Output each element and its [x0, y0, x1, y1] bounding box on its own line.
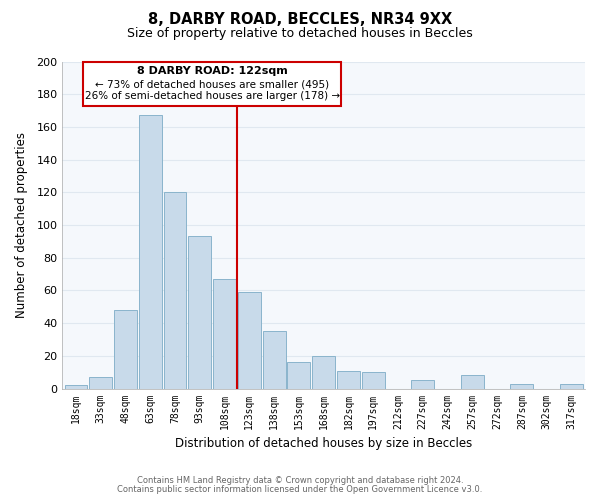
X-axis label: Distribution of detached houses by size in Beccles: Distribution of detached houses by size …: [175, 437, 472, 450]
Bar: [362, 372, 385, 388]
Y-axis label: Number of detached properties: Number of detached properties: [15, 132, 28, 318]
Bar: [89, 377, 112, 388]
Bar: [213, 279, 236, 388]
Bar: [65, 386, 88, 388]
Bar: [188, 236, 211, 388]
Bar: [287, 362, 310, 388]
Text: ← 73% of detached houses are smaller (495): ← 73% of detached houses are smaller (49…: [95, 80, 329, 90]
Bar: [114, 310, 137, 388]
Bar: [263, 332, 286, 388]
Bar: [164, 192, 187, 388]
Bar: [560, 384, 583, 388]
Bar: [337, 370, 360, 388]
Text: Contains HM Land Registry data © Crown copyright and database right 2024.: Contains HM Land Registry data © Crown c…: [137, 476, 463, 485]
Bar: [412, 380, 434, 388]
Bar: [312, 356, 335, 388]
Text: Size of property relative to detached houses in Beccles: Size of property relative to detached ho…: [127, 28, 473, 40]
Text: Contains public sector information licensed under the Open Government Licence v3: Contains public sector information licen…: [118, 485, 482, 494]
Bar: [461, 376, 484, 388]
Bar: [238, 292, 261, 388]
Bar: [511, 384, 533, 388]
Text: 8 DARBY ROAD: 122sqm: 8 DARBY ROAD: 122sqm: [137, 66, 287, 76]
Bar: [139, 116, 161, 388]
FancyBboxPatch shape: [83, 62, 341, 106]
Text: 26% of semi-detached houses are larger (178) →: 26% of semi-detached houses are larger (…: [85, 91, 340, 101]
Text: 8, DARBY ROAD, BECCLES, NR34 9XX: 8, DARBY ROAD, BECCLES, NR34 9XX: [148, 12, 452, 28]
